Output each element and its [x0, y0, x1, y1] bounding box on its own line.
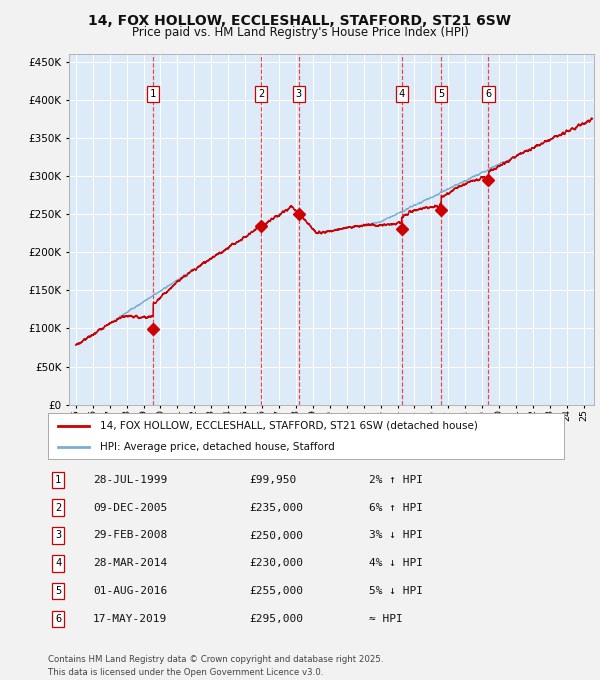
Text: HPI: Average price, detached house, Stafford: HPI: Average price, detached house, Staf…: [100, 443, 334, 452]
Text: £99,950: £99,950: [249, 475, 296, 485]
Text: 09-DEC-2005: 09-DEC-2005: [93, 503, 167, 513]
Text: 4: 4: [398, 89, 405, 99]
Text: 6: 6: [485, 89, 491, 99]
Text: 1: 1: [150, 89, 156, 99]
Text: 3% ↓ HPI: 3% ↓ HPI: [369, 530, 423, 541]
Text: 6% ↑ HPI: 6% ↑ HPI: [369, 503, 423, 513]
Text: 4: 4: [55, 558, 61, 568]
Text: 3: 3: [55, 530, 61, 541]
Text: £255,000: £255,000: [249, 586, 303, 596]
Text: 2: 2: [55, 503, 61, 513]
Text: 28-JUL-1999: 28-JUL-1999: [93, 475, 167, 485]
Text: £295,000: £295,000: [249, 614, 303, 624]
Text: 4% ↓ HPI: 4% ↓ HPI: [369, 558, 423, 568]
Text: Contains HM Land Registry data © Crown copyright and database right 2025.
This d: Contains HM Land Registry data © Crown c…: [48, 655, 383, 677]
Text: 17-MAY-2019: 17-MAY-2019: [93, 614, 167, 624]
Text: 5: 5: [438, 89, 445, 99]
Text: 5: 5: [55, 586, 61, 596]
Text: 01-AUG-2016: 01-AUG-2016: [93, 586, 167, 596]
Text: 28-MAR-2014: 28-MAR-2014: [93, 558, 167, 568]
Text: 2% ↑ HPI: 2% ↑ HPI: [369, 475, 423, 485]
Text: £250,000: £250,000: [249, 530, 303, 541]
Text: 14, FOX HOLLOW, ECCLESHALL, STAFFORD, ST21 6SW (detached house): 14, FOX HOLLOW, ECCLESHALL, STAFFORD, ST…: [100, 421, 478, 430]
Text: 2: 2: [258, 89, 264, 99]
Text: 6: 6: [55, 614, 61, 624]
Text: £230,000: £230,000: [249, 558, 303, 568]
Text: Price paid vs. HM Land Registry's House Price Index (HPI): Price paid vs. HM Land Registry's House …: [131, 26, 469, 39]
Text: 14, FOX HOLLOW, ECCLESHALL, STAFFORD, ST21 6SW: 14, FOX HOLLOW, ECCLESHALL, STAFFORD, ST…: [89, 14, 511, 28]
Text: £235,000: £235,000: [249, 503, 303, 513]
Text: 5% ↓ HPI: 5% ↓ HPI: [369, 586, 423, 596]
Text: 29-FEB-2008: 29-FEB-2008: [93, 530, 167, 541]
Text: 1: 1: [55, 475, 61, 485]
Text: ≈ HPI: ≈ HPI: [369, 614, 403, 624]
Text: 3: 3: [296, 89, 302, 99]
